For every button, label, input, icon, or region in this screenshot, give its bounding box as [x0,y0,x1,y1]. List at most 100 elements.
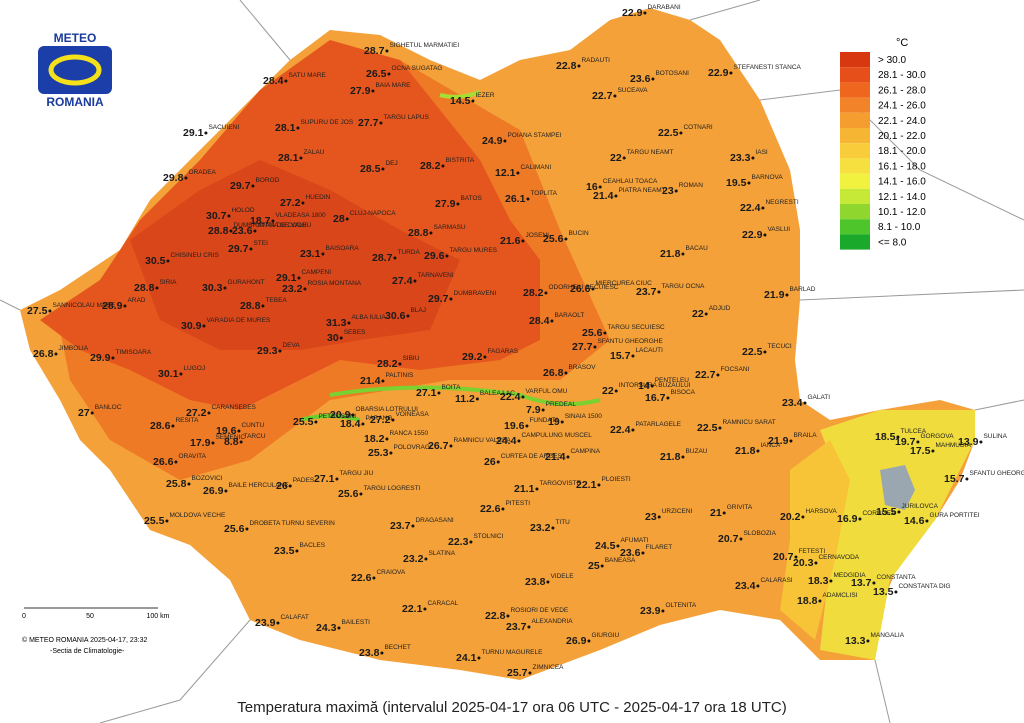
station-name: STEFANESTI STANCA [733,64,801,71]
station-name: RESITA [175,417,199,424]
station-name: TARGU SECUIESC [607,324,665,331]
station-dot [276,621,280,625]
station-name: STOLNICI [473,533,503,540]
station-value: 22.4 [610,424,631,436]
station-dot [704,312,708,316]
station-name: SUCEAVA [617,87,648,94]
station-dot [747,181,751,185]
station-dot [763,350,767,354]
station-dot [756,449,760,453]
station-value: 22.7 [592,90,613,102]
station-name: ROSIA MONTANA [307,280,361,287]
station-dot [380,651,384,655]
station-dot [763,233,767,237]
station-dot [111,356,115,360]
station-value: 23.3 [730,152,751,164]
station-name: CALAFAT [280,614,308,621]
station-dot [641,551,645,555]
station-dot [413,279,417,283]
station-name: FAGARAS [487,348,518,355]
station-name: ADJUD [709,305,731,312]
station-value: 23.9 [640,605,661,617]
station-dot [528,671,532,675]
station-name: TULCEA [900,428,926,435]
station-value: 19.6 [504,420,525,432]
station-name: ALEXANDRIA [531,618,573,625]
station-value: 23.6 [630,73,651,85]
station-dot [187,482,191,486]
station-dot [516,171,520,175]
station-name: MANGALIA [870,632,904,639]
station-value: 27.1 [314,473,335,485]
station-name: CEAHLAU TOACA [603,178,658,185]
station-name: TOPLITA [530,190,557,197]
station-name: HARSOVA [805,508,837,515]
station-value: 14.5 [450,95,471,107]
station-value: 29.2 [462,351,483,363]
station-value: 29.7 [230,180,251,192]
station-value: 22 [602,385,614,397]
station-value: 27.2 [370,414,391,426]
station-value: 22 [610,152,622,164]
station-name: PLOIESTI [601,476,630,483]
station-dot [751,156,755,160]
station-name: HOLOD [231,207,254,214]
station-value: 27.4 [392,275,413,287]
station-value: 21.4 [593,190,614,202]
station-value: 29.3 [257,345,278,357]
station-value: 23.9 [255,617,276,629]
station-value: 28.8 [134,282,155,294]
station-value: 23.2 [530,522,551,534]
legend-label: 8.1 - 10.0 [878,222,921,233]
station-dot [339,336,343,340]
station-value: 26.1 [505,193,526,205]
station-name: BACLES [299,542,325,549]
station-value: 19.6 [216,425,237,437]
station-value: 23.6 [620,547,641,559]
station-name: SARMASU [433,224,465,231]
station-value: 23.7 [506,621,527,633]
station-dot [789,439,793,443]
legend-label: 28.1 - 30.0 [878,70,926,81]
station-dot [48,309,52,313]
station-value: 21.4 [360,375,381,387]
station-name: STANA DE VALE [257,222,307,229]
station-value: 28.2 [420,160,441,172]
station-value: 14 [638,380,650,392]
station-value: 20.3 [793,557,814,569]
station-value: 18.7 [250,215,271,227]
station-name: BAILESTI [341,619,370,626]
station-dot [916,440,920,444]
station-dot [818,599,822,603]
station-value: 26 [484,456,496,468]
station-name: BAISOARA [325,245,359,252]
station-name: PALTINIS [385,372,414,379]
legend-label: 16.1 - 18.0 [878,161,926,172]
station-value: 22.5 [658,127,679,139]
station-name: ADAMCLISI [822,592,857,599]
station-name: RAMNICU SARAT [722,419,775,426]
station-dot [123,304,127,308]
station-dot [456,202,460,206]
station-value: 17.9 [190,437,211,449]
station-name: PIATRA NEAMT [618,187,665,194]
legend-label: 20.1 - 22.0 [878,131,926,142]
station-dot [681,252,685,256]
station-name: VLADEASA 1800 [275,212,326,219]
station-name: RADAUTI [581,57,610,64]
station-dot [525,424,529,428]
station-dot [643,11,647,15]
station-dot [475,397,479,401]
station-dot [345,217,349,221]
station-value: 19 [548,416,560,428]
station-value: 27 [78,407,90,419]
station-dot [179,372,183,376]
station-name: FUNDATA [529,417,559,424]
station-value: 28.4 [263,75,284,87]
station-value: 28.2 [377,358,398,370]
station-dot [897,510,901,514]
legend-label: 12.1 - 14.0 [878,192,926,203]
station-name: DEJ [385,160,397,167]
station-dot [587,639,591,643]
station-value: 18.4 [340,418,361,430]
